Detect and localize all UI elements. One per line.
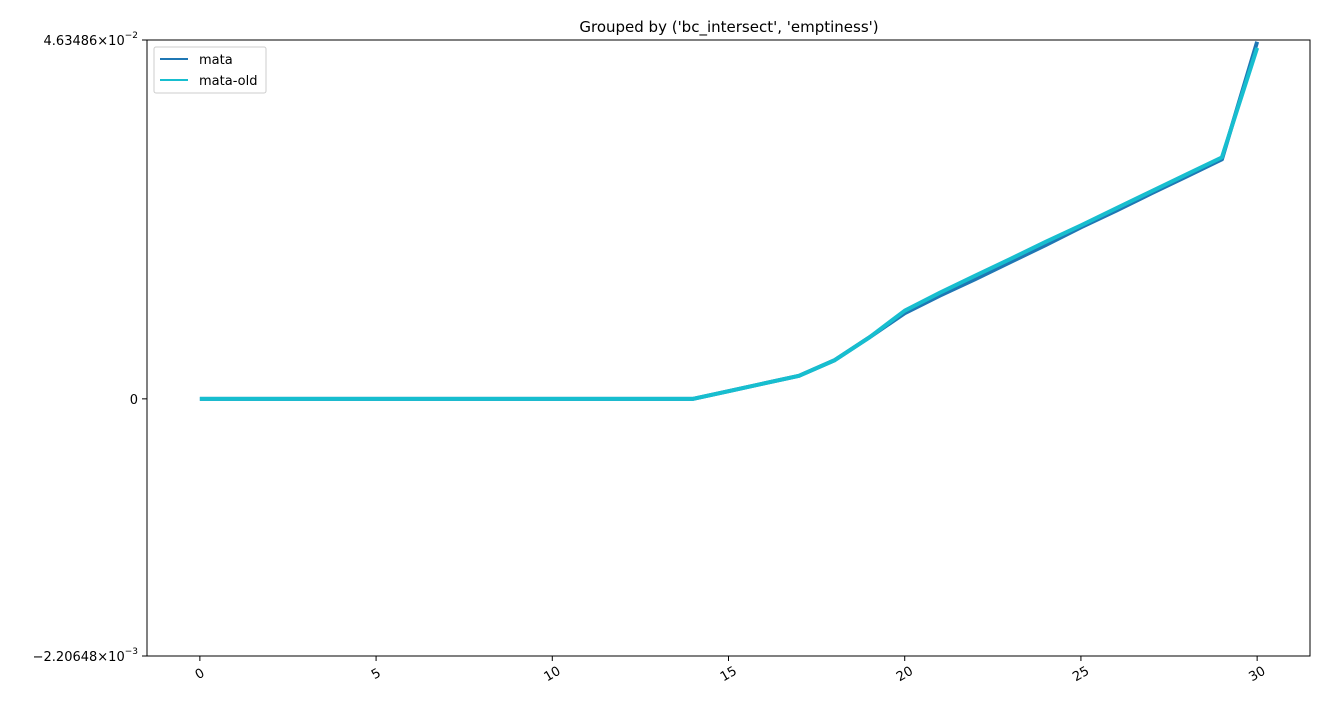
axes-frame — [146, 39, 1311, 657]
series-line-0 — [199, 41, 1260, 401]
x-tick-label: 15 — [718, 664, 740, 685]
x-tick-label: 0 — [193, 666, 208, 683]
y-tick-label: −2.20648×10−3 — [33, 647, 138, 665]
series-layer — [199, 41, 1260, 401]
legend: mata mata-old — [153, 46, 267, 94]
chart-title: Grouped by ('bc_intersect', 'emptiness') — [579, 18, 878, 37]
x-tick-label: 5 — [369, 666, 384, 683]
y-tick-label: 0 — [130, 393, 138, 408]
x-tick-label: 10 — [542, 664, 564, 685]
y-axis: 4.63486×10−2 0 −2.20648×10−3 — [33, 31, 147, 665]
x-tick-label: 20 — [894, 664, 916, 685]
x-tick-label: 25 — [1070, 664, 1092, 685]
series-line-1 — [199, 47, 1260, 401]
y-tick-label: 4.63486×10−2 — [44, 31, 138, 49]
legend-label: mata — [199, 53, 233, 68]
x-tick-label: 30 — [1246, 664, 1268, 685]
x-axis: 0 5 10 15 20 25 30 — [193, 656, 1268, 685]
legend-label: mata-old — [199, 74, 257, 89]
